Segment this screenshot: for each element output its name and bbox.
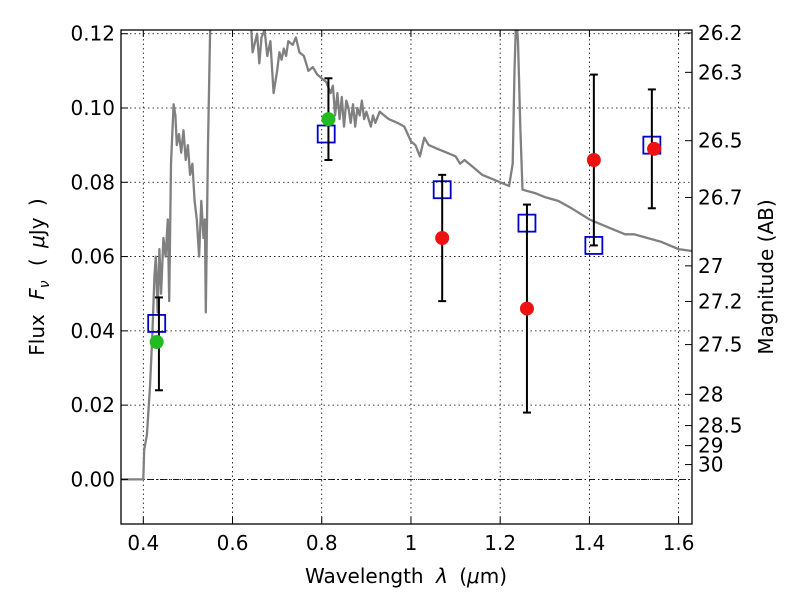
x-axis-label-text: Wavelength xyxy=(305,564,424,588)
x-tick-label: 0.4 xyxy=(127,531,159,555)
y2-tick-label: 27.2 xyxy=(698,290,743,314)
x-axis-label-mu: μ xyxy=(466,564,480,588)
x-axis-label-symbol: λ xyxy=(435,564,448,588)
y-tick-label: 0.12 xyxy=(70,22,115,46)
y2-tick-label: 28 xyxy=(698,382,723,406)
x-axis-label-unit: m) xyxy=(480,564,507,588)
y-tick-label: 0.00 xyxy=(70,467,115,491)
y2-tick-label: 26.3 xyxy=(698,60,743,84)
x-axis-label-open: ( xyxy=(459,564,467,588)
observed-point xyxy=(586,153,601,167)
y-axis-label-subscript: ν xyxy=(37,280,53,288)
x-tick-label: 1.6 xyxy=(663,531,695,555)
x-axis-label: Wavelength λ (μm) xyxy=(305,564,507,588)
y2-tick-label: 27 xyxy=(698,254,723,278)
y2-tick-label: 26.5 xyxy=(698,129,743,153)
y-tick-label: 0.10 xyxy=(70,96,115,120)
y2-tick-label: 28.5 xyxy=(698,414,743,438)
y-tick-label: 0.08 xyxy=(70,170,115,194)
model-spectrum-line xyxy=(121,30,692,481)
y2-tick-label: 29 xyxy=(698,434,723,458)
observed-point xyxy=(519,301,534,316)
observed-point xyxy=(149,335,164,349)
plot-background xyxy=(121,30,692,524)
y-axis-label-prefix: Flux xyxy=(25,314,49,356)
y2-tick-label: 26.2 xyxy=(698,21,743,45)
y-axis-label-symbol: F xyxy=(25,288,49,300)
y-tick-label: 0.02 xyxy=(70,393,115,417)
y-tick-label: 0.04 xyxy=(70,319,115,343)
y-axis-ticks: 0.00 0.02 0.04 0.06 0.08 0.10 0.12 xyxy=(70,22,128,491)
y-axis-label-open: ( xyxy=(25,258,49,266)
observed-point xyxy=(647,141,662,156)
x-tick-label: 1 xyxy=(405,531,418,555)
y-axis-label-mu: μ xyxy=(25,235,49,249)
x-tick-label: 1.4 xyxy=(573,531,605,555)
x-tick-label: 0.8 xyxy=(306,531,338,555)
y-tick-label: 0.06 xyxy=(70,245,115,269)
y-axis-label: Flux Fν ( μJy ) xyxy=(25,198,54,355)
y2-axis-label: Magnitude (AB) xyxy=(754,199,778,354)
y2-tick-label: 27.5 xyxy=(698,333,743,357)
observed-point xyxy=(321,112,336,127)
x-axis-ticks: 0.4 0.6 0.8 1 1.2 1.4 1.6 xyxy=(127,30,695,555)
x-tick-label: 0.6 xyxy=(217,531,249,555)
y-axis-label-unit: Jy xyxy=(25,217,49,237)
plot-frame xyxy=(120,29,693,525)
y2-tick-label: 30 xyxy=(698,453,723,477)
model-square-point xyxy=(147,314,167,333)
y2-tick-label: 26.7 xyxy=(698,186,743,210)
series-layer xyxy=(121,30,692,481)
y-axis-label-close: ) xyxy=(25,198,49,206)
x-tick-label: 1.2 xyxy=(484,531,516,555)
observed-point xyxy=(435,231,450,245)
